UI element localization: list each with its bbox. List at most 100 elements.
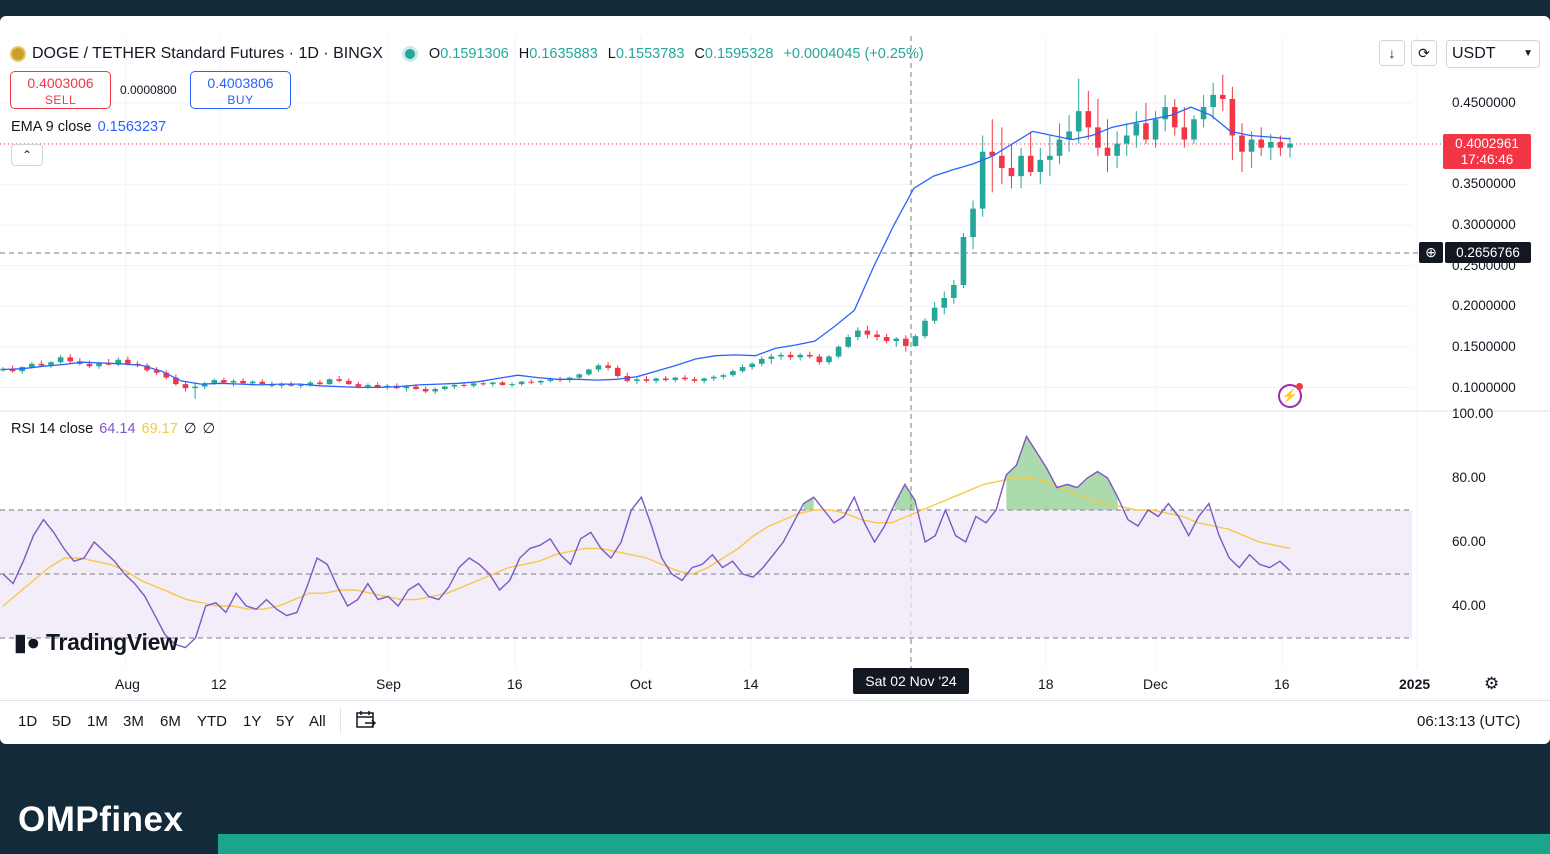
candle-body [403, 386, 410, 389]
candle-body [1258, 139, 1264, 148]
candle-body [221, 380, 227, 383]
candle [1095, 98, 1101, 156]
candle [691, 376, 698, 383]
rsi-line [2, 434, 1291, 649]
tradingview-watermark[interactable]: ▮● TradingView [14, 629, 178, 655]
price-chart[interactable] [0, 16, 1550, 706]
candle [874, 330, 880, 341]
collapse-legend-button[interactable]: ⌃ [11, 144, 43, 166]
candle-body [787, 354, 794, 358]
download-button[interactable]: ↓ [1379, 40, 1405, 66]
candle [893, 337, 900, 347]
ema-legend[interactable]: EMA 9 close 0.1563237 [11, 119, 166, 135]
symbol-title[interactable]: DOGE / TETHER Standard Futures · 1D · BI… [32, 45, 383, 62]
candle [105, 358, 112, 366]
candle-body [115, 359, 122, 365]
candle [1267, 133, 1274, 160]
range-6m[interactable]: 6M [160, 713, 181, 730]
candle-body [682, 377, 688, 380]
candle-body [999, 155, 1005, 168]
candle [864, 325, 871, 339]
candle-body [201, 383, 208, 387]
candle [528, 379, 535, 385]
candle [1075, 78, 1082, 144]
candle-body [326, 379, 333, 385]
candle-body [672, 377, 679, 381]
candle-body [29, 363, 35, 368]
range-1m[interactable]: 1M [87, 713, 108, 730]
range-5d[interactable]: 5D [52, 713, 72, 730]
ohlc-high: H0.1635883 [518, 46, 598, 62]
candle-body [173, 377, 179, 385]
range-3m[interactable]: 3M [123, 713, 144, 730]
candle-body [1277, 142, 1284, 148]
time-tick: Aug [115, 676, 140, 692]
candle [634, 377, 640, 385]
candle-body [720, 375, 727, 377]
candle [653, 377, 659, 384]
candle [326, 378, 333, 385]
candle-body [691, 379, 698, 381]
brand-accent-bar [218, 834, 1550, 854]
candle [797, 353, 803, 361]
candle [259, 379, 266, 385]
range-5y[interactable]: 5Y [276, 713, 295, 730]
rsi-overbought-fill [803, 436, 1118, 510]
rsi-tick: 80.00 [1452, 470, 1486, 485]
candle-body [1056, 139, 1063, 156]
range-1d[interactable]: 1D [18, 713, 38, 730]
candle [1085, 90, 1092, 140]
candle [1248, 131, 1255, 168]
candle [806, 351, 813, 359]
candle-body [1143, 123, 1149, 140]
range-ytd[interactable]: YTD [197, 713, 227, 730]
candle-body [1085, 111, 1092, 128]
refresh-button[interactable]: ⟳ [1411, 40, 1437, 66]
rsi-legend[interactable]: RSI 14 close 64.14 69.17 ∅ ∅ [11, 421, 215, 437]
candle [931, 302, 938, 324]
candle [422, 386, 429, 394]
candle-body [307, 382, 314, 385]
candle [605, 362, 611, 371]
candle [1162, 94, 1168, 132]
candle [614, 365, 621, 378]
currency-select[interactable]: USDT ▼ [1446, 40, 1540, 68]
range-1y[interactable]: 1Y [243, 713, 262, 730]
candle [854, 327, 861, 341]
candle-body [778, 354, 784, 357]
candle [730, 369, 736, 377]
candle [903, 335, 909, 352]
calendar-icon[interactable] [355, 709, 377, 731]
candle [845, 334, 851, 349]
gear-icon[interactable]: ⚙ [1484, 674, 1500, 693]
candle [1239, 123, 1245, 173]
candle [682, 375, 688, 381]
lightning-icon[interactable]: ⚡ [1278, 383, 1303, 408]
candle [1287, 137, 1293, 158]
buy-button[interactable]: 0.4003806 BUY [190, 71, 291, 109]
candle [672, 376, 679, 383]
candle [490, 381, 496, 387]
tradingview-logo-icon: ▮● [14, 629, 40, 655]
candle-body [1095, 127, 1101, 148]
candle-body [451, 384, 458, 387]
candle [960, 233, 967, 289]
candle [1277, 135, 1284, 156]
utc-clock[interactable]: 06:13:13 (UTC) [1417, 713, 1521, 730]
crosshair-date-label: Sat 02 Nov '24 [853, 668, 969, 694]
sync-icon: ⟳ [1418, 45, 1430, 61]
add-alert-icon[interactable]: ⊕ [1419, 242, 1443, 263]
chevron-down-icon: ▼ [1523, 48, 1533, 59]
candle [230, 379, 237, 387]
sell-button[interactable]: 0.4003006 SELL [10, 71, 111, 109]
rsi-value: 64.14 [99, 421, 136, 437]
candle [115, 357, 122, 367]
candle [787, 351, 794, 360]
range-all[interactable]: All [309, 713, 326, 730]
candle-body [864, 330, 871, 335]
candle [1008, 143, 1015, 189]
candle [173, 374, 179, 386]
candle-body [442, 386, 448, 389]
candle-body [1181, 127, 1188, 140]
candle [518, 380, 525, 386]
